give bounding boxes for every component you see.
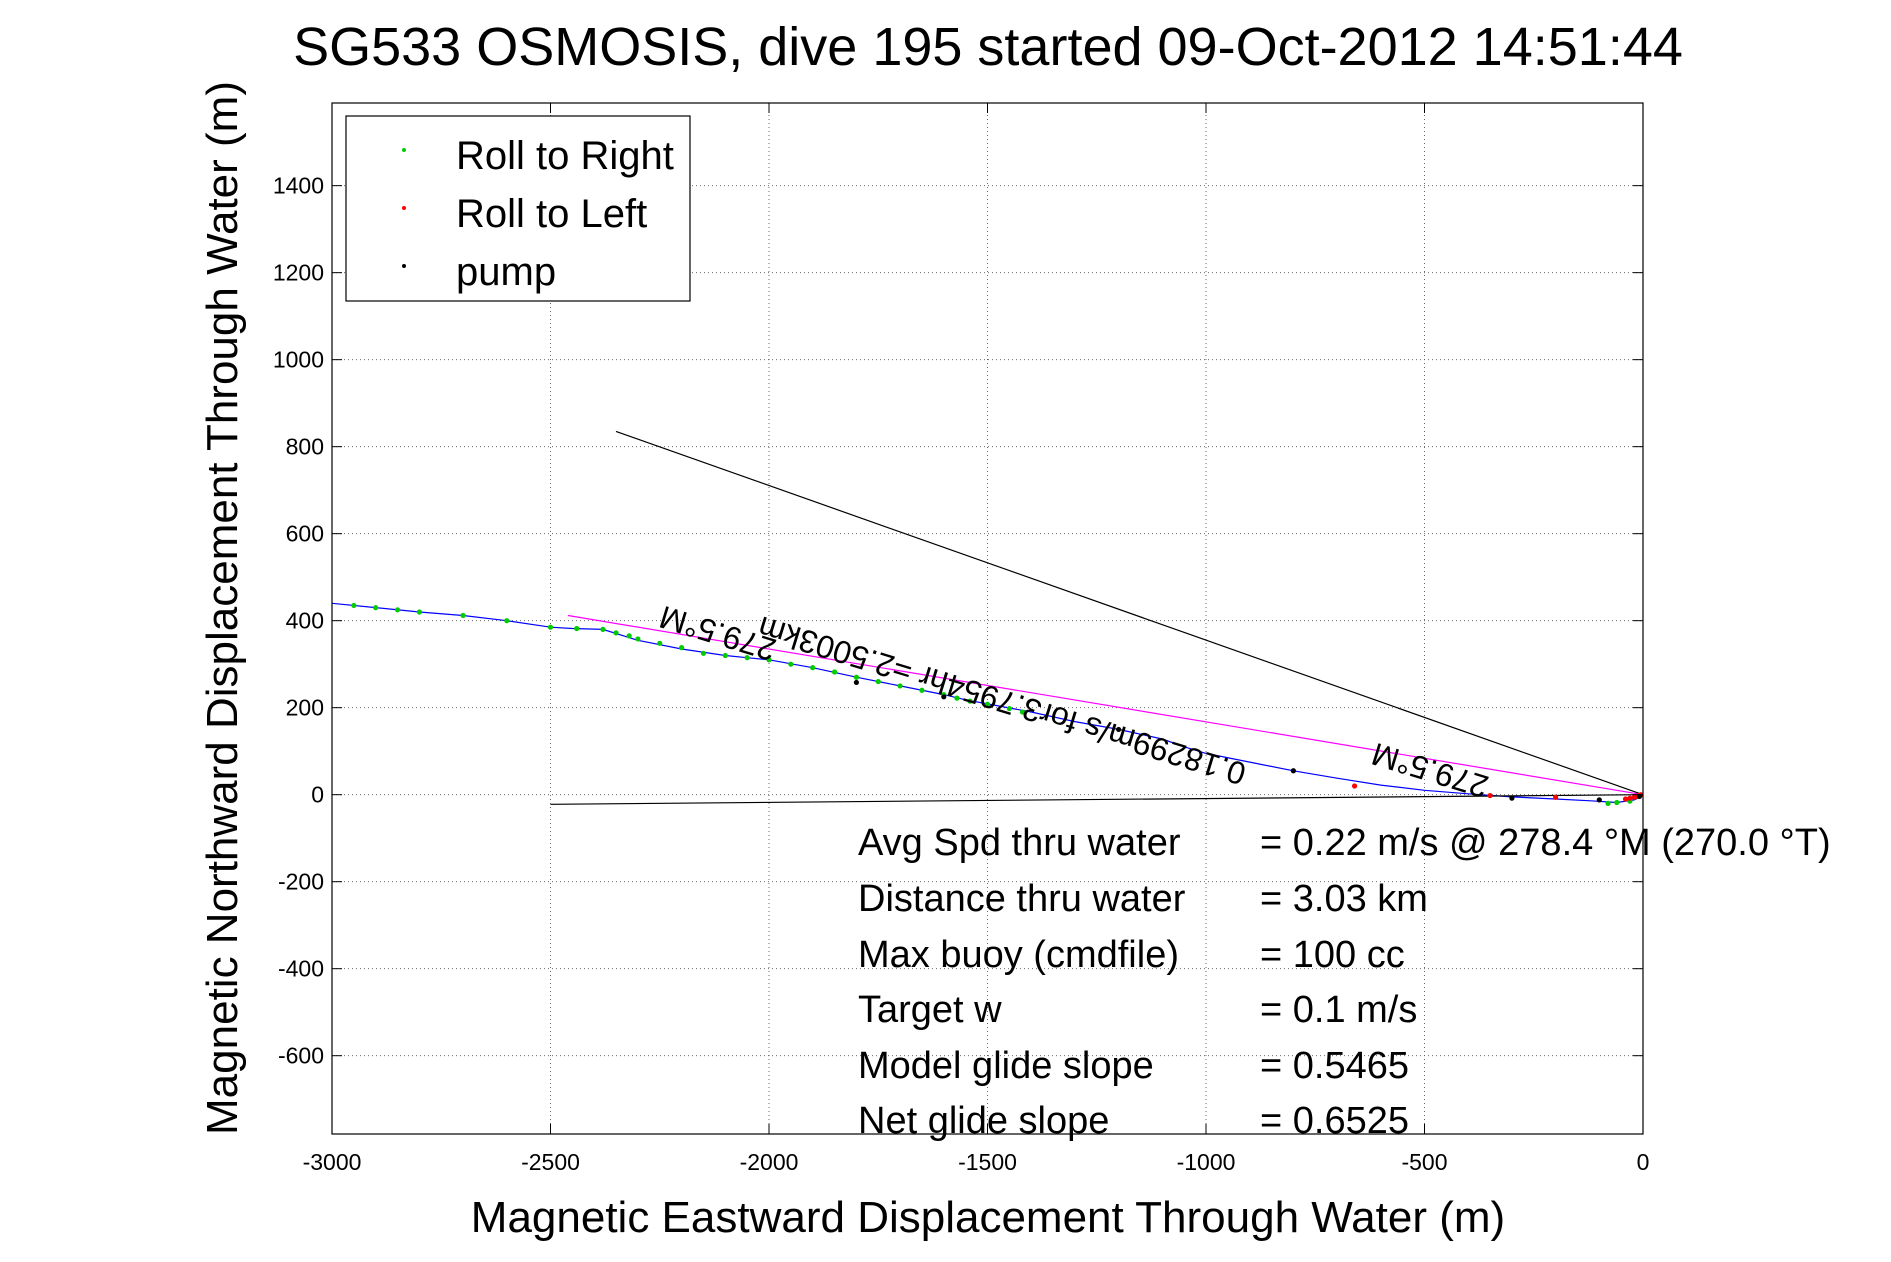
x-tick-label: -2500 [521, 1149, 580, 1175]
summary-value: = 3.03 km [1260, 878, 1428, 920]
roll-to-right-point [810, 665, 816, 671]
legend-marker-roll-right [402, 148, 406, 152]
roll-to-right-point [700, 650, 707, 656]
roll-to-right-point [613, 630, 619, 636]
roll-to-right-point [416, 609, 422, 615]
roll-to-right-point [679, 645, 685, 651]
y-tick-label: 1000 [273, 347, 324, 373]
summary-stats: Avg Spd thru water = 0.22 m/s @ 278.4 °M… [858, 822, 1831, 1142]
y-tick-label: 0 [311, 782, 324, 808]
roll-to-right-point [766, 657, 772, 663]
roll-to-right-point [853, 674, 860, 680]
y-tick-label: -200 [278, 869, 324, 895]
roll-to-right-point [635, 636, 641, 642]
x-tick-label: -1500 [958, 1149, 1017, 1175]
roll-to-right-point [373, 605, 379, 611]
summary-label: Model glide slope [858, 1045, 1154, 1087]
x-tick-label: -2000 [740, 1149, 799, 1175]
roll-to-left-point [1487, 792, 1493, 799]
roll-to-right-point [504, 618, 510, 624]
pump-point [1290, 768, 1296, 774]
x-tick-label: -1000 [1177, 1149, 1236, 1175]
track-1-line [567, 614, 1644, 796]
y-tick-label: 800 [286, 434, 324, 460]
roll-to-right-point [722, 652, 728, 659]
summary-value: = 0.5465 [1260, 1045, 1409, 1087]
y-axis-label: Magnetic Northward Displacement Through … [198, 81, 247, 1135]
legend-label-roll-right: Roll to Right [456, 134, 674, 178]
pump-point [853, 679, 860, 686]
summary-label: Distance thru water [858, 878, 1186, 920]
roll-to-left-point [1622, 796, 1629, 802]
roll-to-right-point [919, 687, 925, 693]
roll-to-right-point [984, 701, 991, 707]
roll-to-left-point [1553, 794, 1559, 800]
roll-to-right-point [1019, 709, 1026, 715]
plot-area [331, 430, 1644, 806]
pump-point [1116, 726, 1122, 733]
track-3-line [550, 794, 1644, 805]
roll-to-right-point [875, 678, 881, 685]
summary-label: Max buoy (cmdfile) [858, 934, 1179, 976]
legend: Roll to Right Roll to Left pump [345, 115, 691, 302]
summary-value: = 100 cc [1260, 934, 1405, 976]
legend-label-roll-left: Roll to Left [456, 192, 647, 236]
summary-label: Target w [858, 989, 1002, 1031]
roll-to-right-point [600, 626, 606, 632]
roll-to-right-point [351, 602, 357, 609]
y-tick-label: 1400 [273, 173, 324, 199]
summary-value: = 0.22 m/s @ 278.4 °M (270.0 °T) [1260, 822, 1831, 864]
legend-label-pump: pump [456, 250, 556, 294]
roll-to-right-point [967, 698, 973, 704]
roll-to-right-point [1605, 800, 1611, 806]
grid [332, 103, 1643, 1134]
roll-to-right-point [657, 640, 663, 646]
roll-to-right-point [460, 612, 466, 619]
summary-value: = 0.6525 [1260, 1100, 1409, 1142]
y-tick-label: 400 [286, 608, 324, 634]
track-0-line [331, 602, 1644, 804]
pump-point [941, 694, 947, 700]
roll-to-right-point [574, 625, 580, 632]
roll-to-right-point [744, 655, 750, 661]
summary-label: Net glide slope [858, 1100, 1109, 1142]
roll-to-right-point [547, 624, 554, 630]
roll-to-right-point [788, 661, 794, 667]
roll-to-left-point [1627, 795, 1633, 801]
roll-to-left-point [1351, 783, 1358, 789]
x-tick-label: -3000 [303, 1149, 362, 1175]
roll-to-right-point [954, 695, 960, 701]
chart-title: SG533 OSMOSIS, dive 195 started 09-Oct-2… [293, 17, 1683, 77]
axis-ticks: -3000 -2500 -2000 -1500 -1000 -500 0-600-400-2… [273, 103, 1650, 1175]
y-tick-label: 200 [286, 695, 324, 721]
x-axis-label: Magnetic Eastward Displacement Through W… [471, 1193, 1505, 1242]
y-tick-label: 600 [286, 521, 324, 547]
summary-value: = 0.1 m/s [1260, 989, 1417, 1031]
summary-label: Avg Spd thru water [858, 822, 1181, 864]
roll-to-right-point [626, 633, 632, 639]
legend-marker-roll-left [402, 206, 406, 210]
track-2-line [615, 430, 1644, 796]
x-tick-label: -500 [1401, 1149, 1447, 1175]
pump-point [1596, 797, 1602, 803]
roll-to-right-point [831, 669, 838, 675]
pump-point [1509, 795, 1515, 801]
y-tick-label: -600 [278, 1043, 324, 1069]
y-tick-label: -400 [278, 956, 324, 982]
y-tick-label: 1200 [273, 260, 324, 286]
roll-to-right-point [897, 683, 903, 689]
roll-to-right-point [394, 607, 401, 613]
roll-to-right-point [1614, 799, 1620, 806]
x-tick-label: 0 [1637, 1149, 1650, 1175]
roll-to-right-point [1006, 705, 1012, 712]
legend-marker-pump [402, 264, 406, 268]
